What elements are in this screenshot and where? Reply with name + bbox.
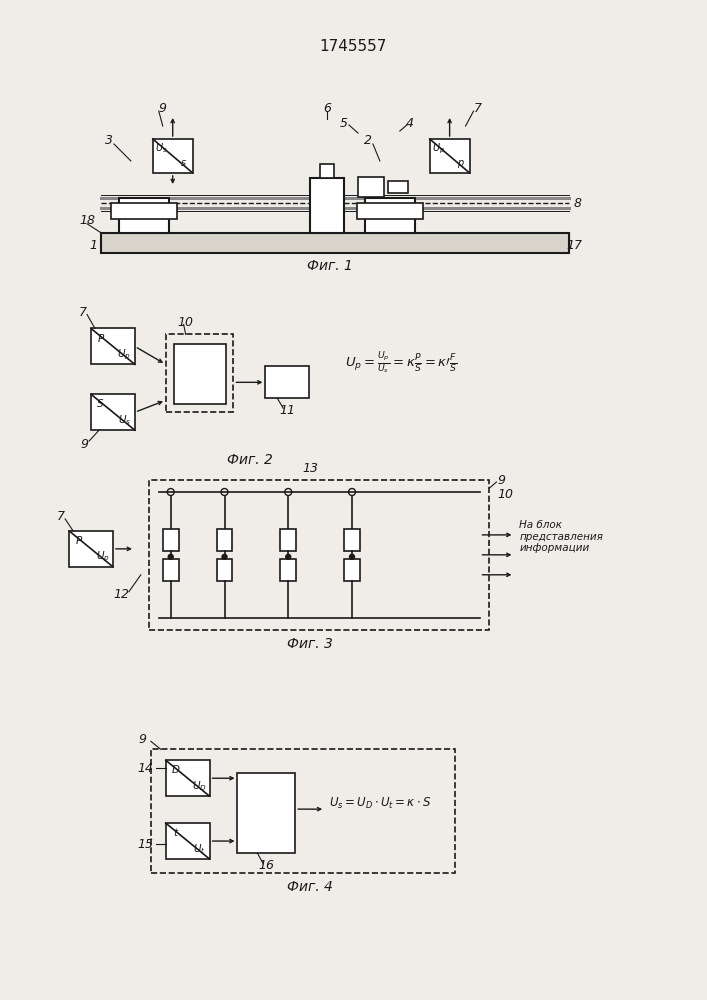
Text: Фиг. 3: Фиг. 3	[287, 637, 333, 651]
Text: 6: 6	[323, 102, 331, 115]
Bar	[238, 773, 296, 853]
Text: $U_s$: $U_s$	[118, 413, 131, 427]
Text: 7: 7	[57, 510, 65, 523]
Bar	[216, 529, 233, 551]
Bar	[148, 480, 489, 630]
Text: $U_s = U_D \cdot U_t = \kappa \cdot S$: $U_s = U_D \cdot U_t = \kappa \cdot S$	[329, 796, 431, 811]
Bar	[111, 203, 177, 219]
Bar	[153, 139, 192, 173]
Text: p: p	[457, 158, 463, 168]
Text: 7: 7	[474, 102, 481, 115]
Text: Фиг. 2: Фиг. 2	[228, 453, 274, 467]
Circle shape	[286, 554, 291, 559]
Circle shape	[349, 554, 354, 559]
Text: P: P	[98, 334, 104, 344]
Text: Фиг. 1: Фиг. 1	[307, 259, 353, 273]
Bar	[165, 760, 209, 796]
Bar	[358, 177, 384, 197]
Circle shape	[168, 554, 173, 559]
Text: Фиг. 4: Фиг. 4	[287, 880, 333, 894]
Circle shape	[222, 554, 227, 559]
Bar	[151, 749, 455, 873]
Text: 9: 9	[159, 102, 167, 115]
Bar	[165, 823, 209, 859]
Text: 5: 5	[340, 117, 348, 130]
Text: 18: 18	[79, 214, 95, 227]
Text: t: t	[173, 828, 177, 838]
Text: 17: 17	[566, 239, 582, 252]
Text: $U_p$: $U_p$	[432, 141, 445, 156]
Text: 16: 16	[258, 859, 274, 872]
Text: 9: 9	[498, 474, 506, 487]
Bar	[388, 181, 408, 193]
Bar	[165, 334, 233, 412]
Bar	[280, 559, 296, 581]
Text: S: S	[98, 399, 104, 409]
Text: s: s	[180, 158, 186, 168]
Text: 4: 4	[406, 117, 414, 130]
Bar	[280, 529, 296, 551]
Bar	[91, 394, 135, 430]
Text: $U_s$: $U_s$	[156, 142, 168, 155]
Text: 15: 15	[138, 838, 154, 851]
Bar	[365, 198, 415, 233]
Text: 14: 14	[138, 762, 154, 775]
Bar	[344, 529, 360, 551]
Text: $U_p = \frac{U_p}{U_s} = \kappa\frac{P}{S} = \kappa\prime\frac{F}{S}$: $U_p = \frac{U_p}{U_s} = \kappa\frac{P}{…	[345, 349, 457, 376]
Bar	[320, 164, 334, 178]
Text: 10: 10	[498, 488, 513, 501]
Text: 10: 10	[177, 316, 194, 329]
Text: 8: 8	[573, 197, 581, 210]
Text: 12: 12	[113, 588, 129, 601]
Text: $U_D$: $U_D$	[192, 779, 206, 793]
Text: 1745557: 1745557	[320, 39, 387, 54]
Text: P: P	[76, 536, 82, 546]
Text: $U_p$: $U_p$	[117, 347, 132, 362]
Bar	[174, 344, 226, 404]
Text: 7: 7	[79, 306, 87, 319]
Text: $U_t$: $U_t$	[193, 842, 205, 856]
Bar	[91, 328, 135, 364]
Bar	[163, 529, 179, 551]
Bar	[310, 178, 344, 233]
Bar	[265, 366, 309, 398]
Text: 9: 9	[80, 438, 88, 451]
Text: 11: 11	[279, 404, 296, 417]
Text: 9: 9	[139, 733, 147, 746]
Bar	[163, 559, 179, 581]
Text: 3: 3	[105, 134, 113, 147]
Text: D: D	[171, 765, 180, 775]
Bar	[69, 531, 113, 567]
Bar	[216, 559, 233, 581]
Text: 13: 13	[302, 462, 318, 475]
Text: На блок
представления
информации: На блок представления информации	[520, 520, 603, 553]
Bar	[430, 139, 469, 173]
Bar	[101, 233, 569, 253]
Bar	[119, 198, 169, 233]
Text: 2: 2	[364, 134, 372, 147]
Text: 1: 1	[89, 239, 97, 252]
Text: $U_p$: $U_p$	[95, 550, 110, 564]
Bar	[357, 203, 423, 219]
Bar	[344, 559, 360, 581]
